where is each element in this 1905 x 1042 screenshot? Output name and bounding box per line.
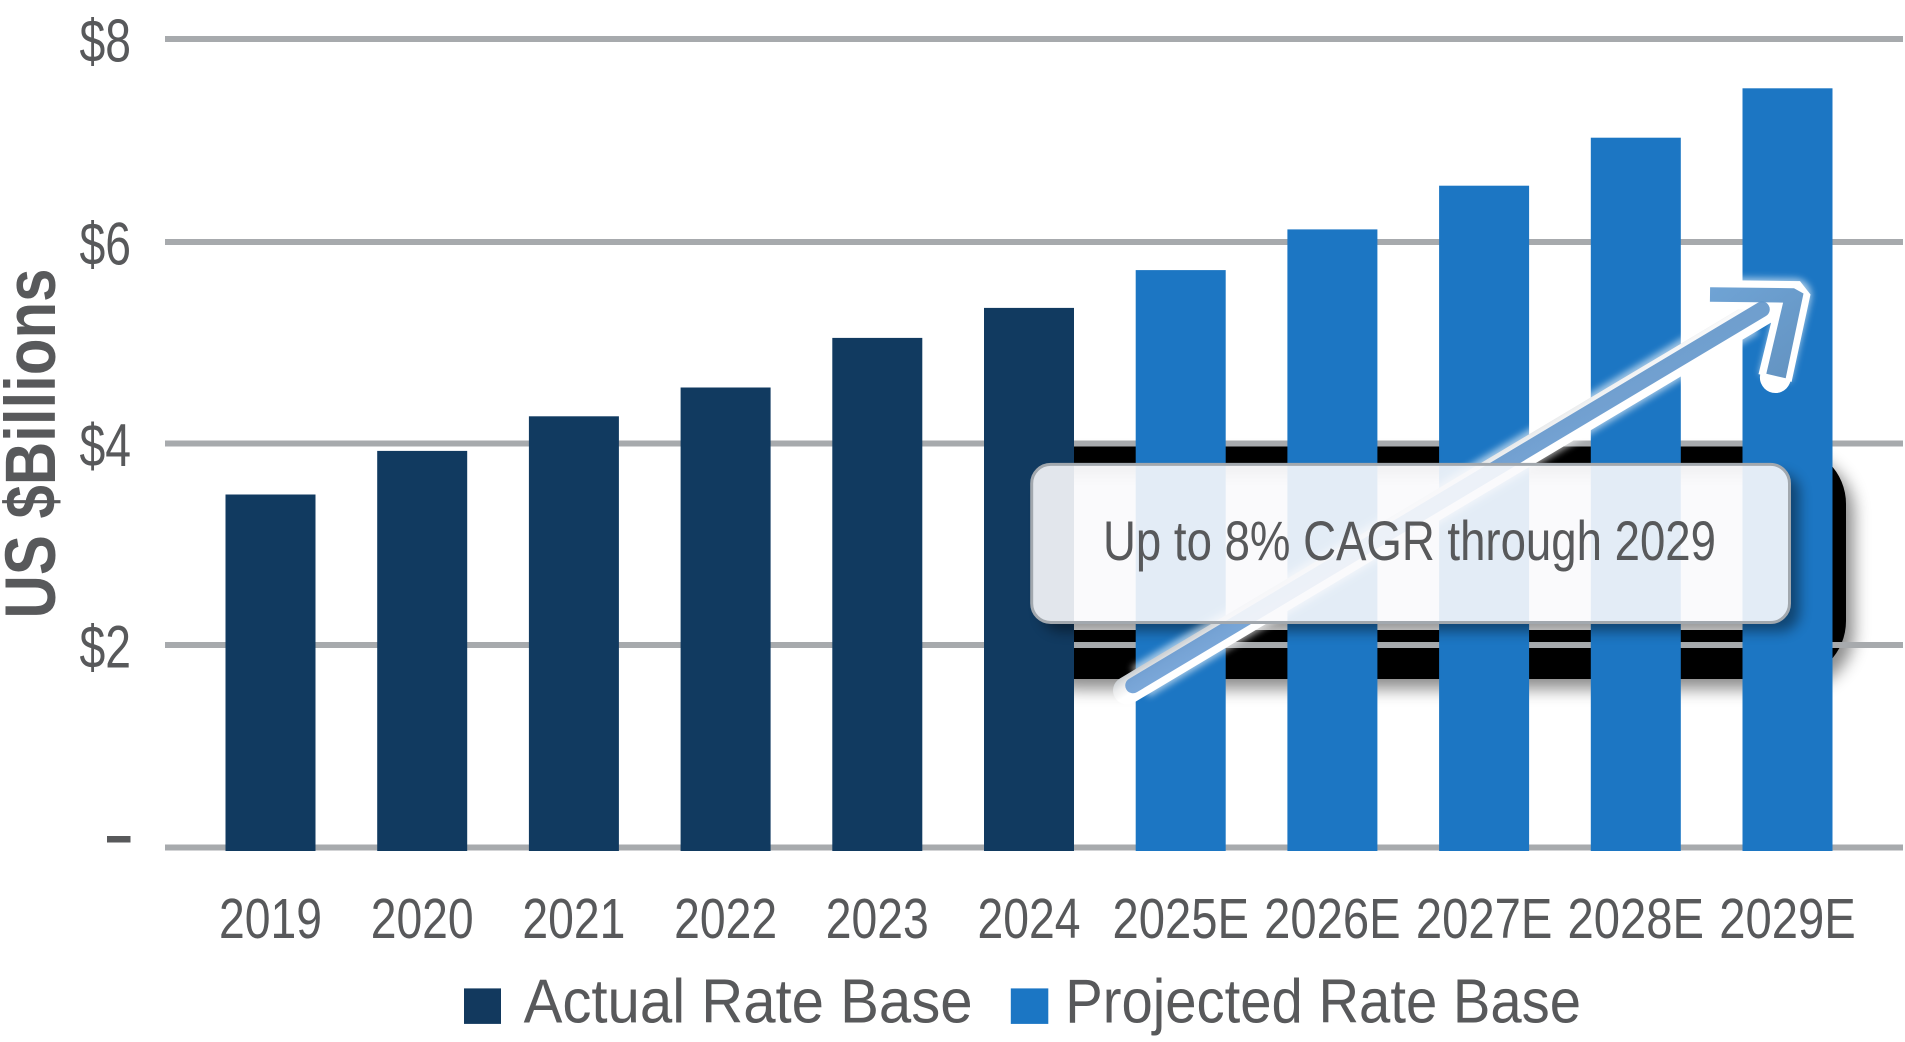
svg-text:2027E: 2027E [1416, 887, 1553, 951]
svg-text:2020: 2020 [371, 887, 474, 951]
svg-text:$6: $6 [80, 209, 132, 277]
svg-text:2029E: 2029E [1719, 887, 1856, 951]
svg-text:2024: 2024 [978, 887, 1081, 951]
svg-text:2023: 2023 [826, 887, 929, 951]
svg-text:2019: 2019 [219, 887, 322, 951]
svg-text:Actual Rate Base: Actual Rate Base [524, 967, 973, 1036]
svg-text:Projected Rate Base: Projected Rate Base [1065, 967, 1581, 1036]
svg-text:2025E: 2025E [1112, 887, 1249, 951]
svg-text:$4: $4 [80, 411, 132, 479]
svg-text:2022: 2022 [674, 887, 777, 951]
svg-text:2021: 2021 [522, 887, 625, 951]
svg-text:Up to 8% CAGR through 2029: Up to 8% CAGR through 2029 [1103, 509, 1716, 572]
svg-text:US $Billions: US $Billions [0, 269, 71, 619]
svg-text:2028E: 2028E [1568, 887, 1705, 951]
svg-text:$2: $2 [80, 612, 132, 680]
svg-text:$8: $8 [80, 6, 132, 74]
svg-text:2026E: 2026E [1264, 887, 1401, 951]
